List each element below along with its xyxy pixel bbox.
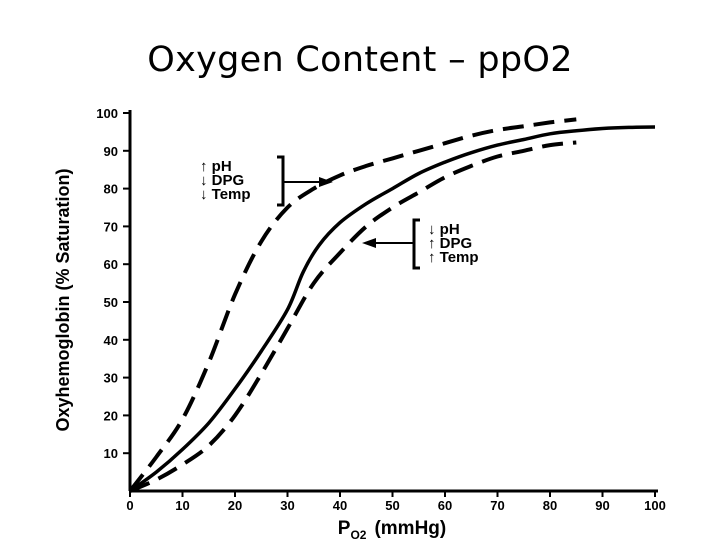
y-axis-label: Oxyhemoglobin (% Saturation) — [53, 168, 73, 431]
y-tick-label: 90 — [104, 144, 118, 159]
annotation-1: ↓ pH↑ DPG↑ Temp — [362, 218, 479, 270]
annotation-arrowhead — [362, 238, 376, 248]
annotation-bracket — [412, 218, 420, 270]
x-tick-label: 10 — [175, 498, 189, 513]
chart-curves — [128, 117, 656, 493]
x-tick-label: 0 — [126, 498, 133, 513]
chart-annotations: ↑ pH↓ DPG↓ Temp ↓ pH↑ DPG↑ Temp — [200, 155, 479, 270]
y-tick-label: 100 — [96, 106, 118, 121]
chart-axes — [128, 110, 658, 493]
solid-curve — [128, 125, 656, 493]
dashed-curve-2 — [129, 140, 577, 493]
annotation-0: ↑ pH↓ DPG↓ Temp — [200, 155, 333, 207]
y-tick-label: 20 — [104, 408, 118, 423]
slide-title: Oxygen Content – ppO2 — [147, 40, 573, 80]
x-tick-label: 80 — [543, 498, 557, 513]
annotation-line: ↑ DPG — [428, 235, 472, 252]
x-axis-label-main: P — [338, 518, 351, 539]
y-tick-label: 80 — [104, 182, 118, 197]
x-tick-label: 100 — [644, 498, 666, 513]
x-axis-label-subscript: O2 — [350, 528, 366, 540]
y-tick-label: 50 — [104, 295, 118, 310]
annotation-line: ↓ DPG — [200, 172, 244, 189]
annotation-bracket — [277, 155, 285, 207]
x-axis-label: PO2 (mmHg) — [338, 518, 446, 540]
annotation-line: ↓ pH — [428, 221, 460, 238]
x-tick-label: 90 — [595, 498, 609, 513]
annotation-line: ↑ Temp — [428, 249, 479, 266]
y-tick-label: 70 — [104, 219, 118, 234]
x-tick-label: 20 — [228, 498, 242, 513]
annotation-line: ↓ Temp — [200, 186, 251, 203]
y-tick-label: 30 — [104, 371, 118, 386]
annotation-line: ↑ pH — [200, 158, 232, 175]
x-tick-label: 50 — [385, 498, 399, 513]
y-axis-ticks: 10 20 30 40 50 60 70 80 90 100 — [96, 106, 130, 461]
x-tick-label: 40 — [333, 498, 347, 513]
annotation-arrowhead — [319, 177, 333, 187]
x-axis-label-unit: (mmHg) — [374, 518, 446, 539]
x-tick-label: 30 — [280, 498, 294, 513]
y-tick-label: 40 — [104, 333, 118, 348]
x-tick-label: 70 — [490, 498, 504, 513]
y-tick-label: 10 — [104, 446, 118, 461]
x-tick-label: 60 — [438, 498, 452, 513]
y-tick-label: 60 — [104, 257, 118, 272]
x-axis-ticks: 0 10 20 30 40 50 60 70 80 90 100 — [126, 491, 666, 513]
